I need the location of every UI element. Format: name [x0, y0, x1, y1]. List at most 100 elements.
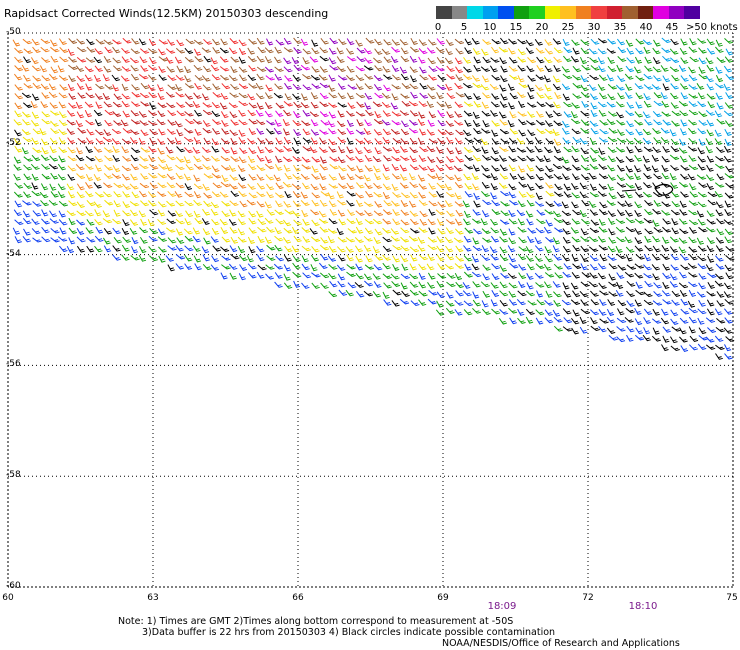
wind-barb	[455, 156, 464, 163]
wind-barb	[643, 327, 651, 335]
wind-barb	[509, 74, 519, 80]
wind-barb	[329, 280, 338, 288]
wind-barb	[616, 326, 626, 332]
wind-barb	[643, 84, 653, 90]
wind-barb	[409, 246, 420, 253]
wind-barb	[706, 48, 716, 55]
wind-barb	[481, 110, 491, 117]
wind-barb	[346, 218, 356, 225]
wind-barb	[320, 253, 329, 261]
wind-barb	[500, 201, 510, 207]
wind-barb	[669, 273, 678, 281]
wind-barb	[336, 227, 344, 236]
wind-barb	[220, 227, 229, 234]
wind-barb	[300, 191, 309, 199]
wind-barb	[265, 138, 274, 145]
wind-barb	[58, 38, 67, 45]
wind-barb	[544, 255, 553, 263]
wind-barb	[85, 173, 94, 182]
wind-barb	[140, 173, 149, 180]
wind-barb	[696, 174, 707, 180]
legend-swatch	[467, 6, 483, 19]
wind-barb	[329, 37, 338, 45]
wind-barb	[589, 192, 600, 198]
legend-swatch	[560, 6, 576, 19]
wind-barb	[473, 228, 483, 235]
wind-barb	[337, 102, 347, 108]
wind-barb	[499, 309, 509, 315]
wind-barb	[95, 164, 103, 172]
wind-barb	[167, 128, 176, 135]
wind-barb	[634, 154, 643, 162]
wind-barb	[140, 129, 149, 136]
wind-barb	[230, 236, 239, 244]
wind-barb	[112, 154, 121, 162]
wind-barb	[589, 155, 598, 162]
wind-barb	[382, 65, 391, 73]
wind-barb	[112, 84, 120, 92]
wind-barb	[644, 56, 652, 64]
wind-barb	[102, 136, 113, 143]
wind-barb	[184, 111, 194, 117]
wind-barb	[534, 39, 543, 46]
wind-barb	[184, 191, 194, 198]
wind-barb	[661, 100, 670, 108]
wind-barb	[706, 227, 716, 233]
wind-barb	[572, 47, 580, 55]
wind-barb	[363, 174, 372, 182]
wind-barb	[256, 119, 266, 126]
wind-barb	[662, 272, 671, 279]
wind-barb	[509, 111, 517, 119]
wind-barb	[437, 201, 446, 208]
wind-barb	[616, 137, 627, 143]
wind-barb	[662, 299, 672, 305]
wind-barb	[283, 66, 293, 73]
wind-barb	[678, 246, 687, 254]
wind-barb	[545, 182, 554, 189]
wind-barb	[76, 201, 85, 208]
wind-barb	[454, 218, 463, 226]
wind-barb	[246, 199, 256, 206]
wind-barb	[265, 84, 274, 92]
wind-barb	[418, 39, 427, 46]
wind-barb	[328, 218, 338, 225]
wind-barb	[264, 163, 275, 170]
wind-barb	[518, 118, 527, 126]
wind-barb	[455, 209, 464, 217]
wind-barb	[472, 164, 480, 172]
wind-barb	[509, 172, 518, 180]
wind-barb	[392, 209, 400, 216]
wind-barb	[337, 237, 347, 243]
wind-barb	[490, 173, 499, 181]
wind-barb	[282, 156, 293, 162]
wind-barb	[509, 128, 519, 135]
wind-barb	[21, 64, 30, 72]
wind-barb	[606, 101, 616, 108]
longitude-label: 75	[726, 593, 738, 603]
wind-barb	[76, 38, 86, 45]
wind-barb	[624, 317, 634, 323]
wind-barb	[203, 173, 214, 179]
wind-barb	[705, 110, 716, 116]
wind-barb	[590, 102, 598, 110]
wind-barb	[500, 210, 510, 217]
wind-barb	[446, 281, 456, 288]
wind-barb	[535, 282, 545, 288]
wind-barb	[264, 110, 273, 118]
wind-barb	[129, 137, 138, 144]
wind-barb	[337, 128, 347, 135]
wind-barbs	[12, 37, 735, 360]
wind-barb	[392, 146, 401, 154]
wind-barb	[167, 210, 177, 217]
wind-barb	[517, 218, 526, 226]
wind-barb	[589, 74, 599, 81]
wind-barb	[661, 201, 671, 207]
legend-label: 45	[665, 22, 679, 33]
wind-barb	[328, 200, 337, 208]
wind-barb	[122, 183, 131, 190]
wind-barb	[400, 273, 410, 280]
wind-barb	[237, 182, 247, 189]
wind-barb	[255, 82, 264, 90]
wind-barb	[589, 57, 599, 63]
wind-barb	[138, 111, 147, 118]
